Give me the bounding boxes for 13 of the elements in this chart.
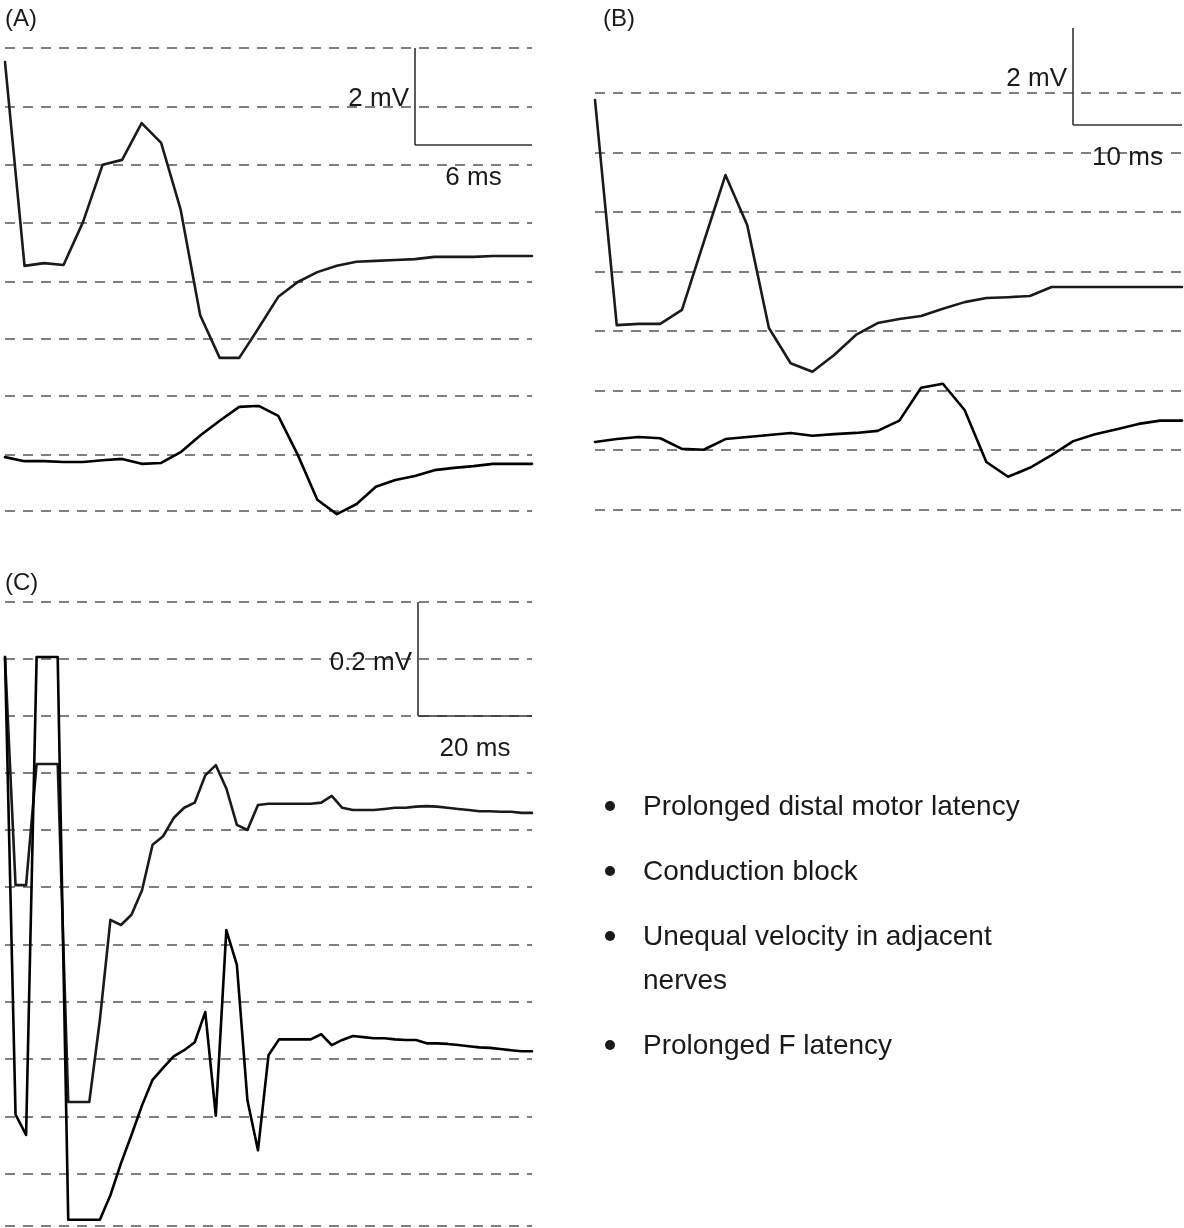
annotation: 2 mV — [348, 82, 410, 113]
text: Prolonged distal motor latency — [643, 790, 1020, 821]
text: 2 mV — [1006, 62, 1068, 93]
chart-title: (C) — [5, 568, 39, 595]
text: Prolonged F latency — [643, 1029, 893, 1060]
chart-title: (A) — [5, 4, 37, 31]
annotation: 6 ms — [445, 161, 502, 191]
text: Unequal velocity in adjacent nerves — [643, 920, 992, 995]
annotation: 10 ms — [1092, 141, 1163, 171]
annotation: 20 ms — [439, 732, 511, 762]
annotation: 0.2 mV — [329, 646, 413, 677]
chart-title: (B) — [603, 4, 635, 31]
text: Conduction block — [643, 855, 859, 886]
